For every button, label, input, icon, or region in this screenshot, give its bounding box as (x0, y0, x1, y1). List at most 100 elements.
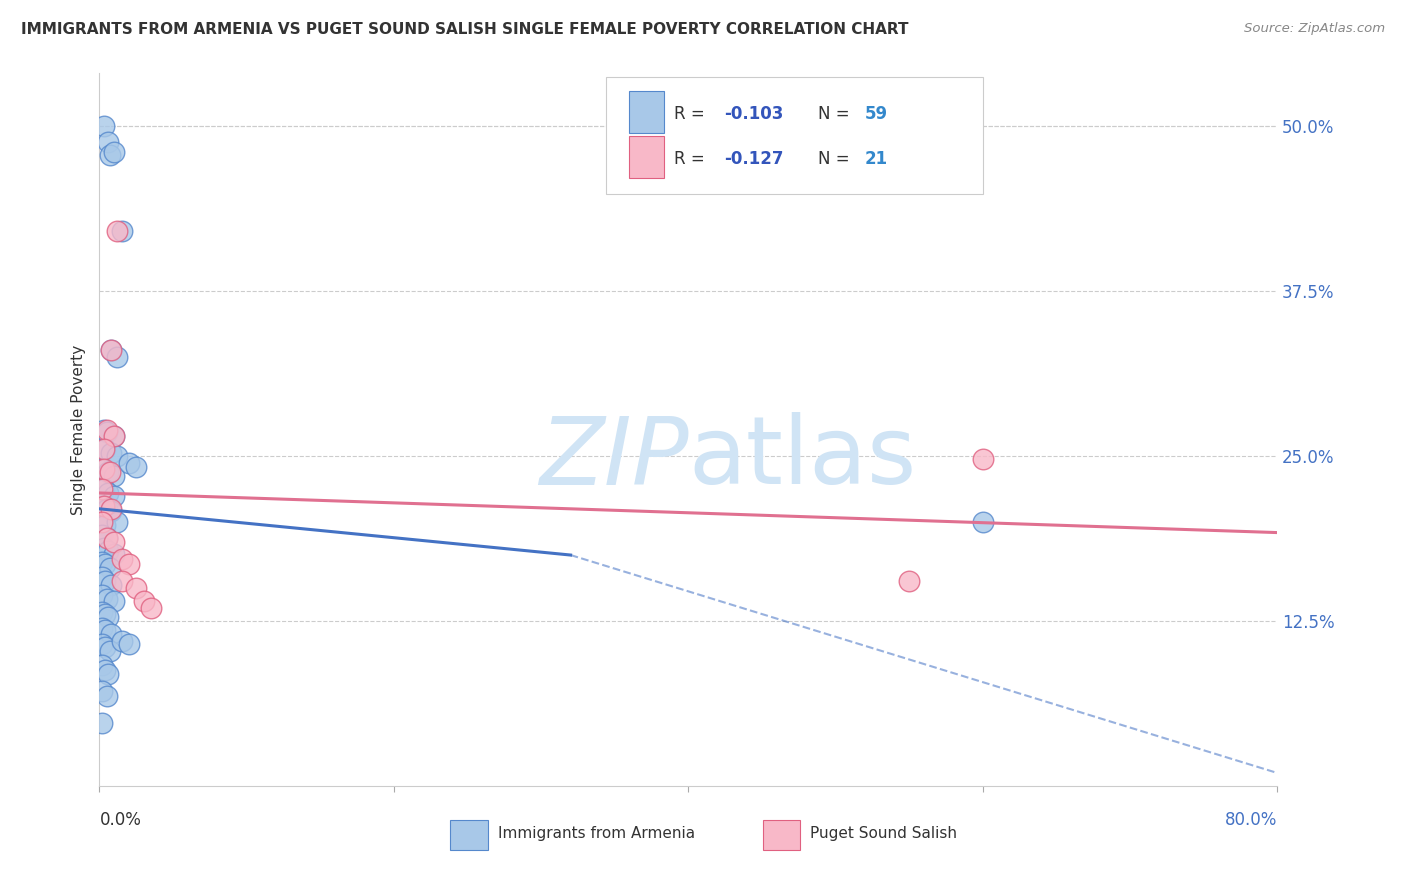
Point (94, 574, 117, 589)
Text: Puget Sound Salish: Puget Sound Salish (810, 827, 956, 841)
Point (96, 501, 118, 516)
Point (93, 541, 115, 556)
Point (98, 644, 121, 658)
Point (94, 624, 117, 638)
Point (100, 446, 122, 460)
FancyBboxPatch shape (606, 77, 983, 194)
Text: -0.103: -0.103 (724, 104, 783, 122)
Point (91, 515, 114, 529)
Point (94, 517, 117, 532)
Point (105, 449, 128, 463)
Point (96, 591, 118, 606)
Point (972, 515, 994, 529)
Point (103, 145, 125, 160)
Point (91, 636, 114, 650)
Point (100, 504, 122, 518)
Point (139, 600, 162, 615)
Point (93, 423, 115, 437)
Text: IMMIGRANTS FROM ARMENIA VS PUGET SOUND SALISH SINGLE FEMALE POVERTY CORRELATION : IMMIGRANTS FROM ARMENIA VS PUGET SOUND S… (21, 22, 908, 37)
Point (98, 561, 121, 575)
Point (93, 462, 115, 476)
Point (105, 515, 128, 529)
Point (103, 489, 125, 503)
Text: R =: R = (675, 150, 710, 168)
Point (97, 486, 120, 500)
Text: Source: ZipAtlas.com: Source: ZipAtlas.com (1244, 22, 1385, 36)
Point (94, 663, 117, 677)
Point (91, 462, 114, 476)
Point (91, 528, 114, 542)
Text: 0.0%: 0.0% (100, 812, 142, 830)
Point (96, 423, 118, 437)
Point (125, 581, 148, 595)
Point (97, 666, 120, 681)
FancyBboxPatch shape (630, 91, 664, 133)
Point (132, 594, 155, 608)
Point (118, 456, 141, 470)
Point (94, 607, 117, 622)
Point (91, 657, 114, 672)
Point (97, 135, 120, 149)
Point (103, 468, 125, 483)
Text: atlas: atlas (689, 412, 917, 504)
Text: 21: 21 (865, 150, 889, 168)
Point (103, 429, 125, 443)
Point (93, 499, 115, 513)
Point (110, 574, 132, 589)
Point (91, 605, 114, 619)
FancyBboxPatch shape (450, 820, 488, 850)
Point (97, 544, 120, 558)
FancyBboxPatch shape (630, 136, 664, 178)
Point (898, 574, 921, 589)
Point (98, 465, 121, 479)
Point (97, 610, 120, 624)
Point (972, 451, 994, 466)
Text: 80.0%: 80.0% (1225, 812, 1277, 830)
Point (103, 594, 125, 608)
Point (96, 690, 118, 704)
Point (93, 442, 115, 457)
Point (100, 343, 122, 358)
Point (100, 501, 122, 516)
Text: -0.127: -0.127 (724, 150, 783, 168)
Point (103, 547, 125, 561)
Point (96, 425, 118, 440)
Point (103, 429, 125, 443)
Point (94, 558, 117, 572)
Point (91, 482, 114, 496)
Point (91, 555, 114, 569)
Point (100, 578, 122, 592)
Point (94, 640, 117, 655)
Point (91, 588, 114, 602)
Point (98, 148, 121, 162)
Point (91, 499, 114, 513)
Text: N =: N = (818, 104, 855, 122)
Point (110, 224, 132, 238)
Point (91, 684, 114, 698)
Text: R =: R = (675, 104, 710, 122)
Point (118, 558, 141, 572)
Point (93, 119, 115, 133)
Point (94, 442, 117, 457)
Text: N =: N = (818, 150, 855, 168)
Point (91, 570, 114, 584)
Point (110, 633, 132, 648)
Point (100, 627, 122, 641)
Point (110, 552, 132, 566)
Point (100, 343, 122, 358)
Point (91, 515, 114, 529)
Point (96, 531, 118, 545)
Point (125, 459, 148, 474)
Point (97, 465, 120, 479)
Text: Immigrants from Armenia: Immigrants from Armenia (498, 827, 695, 841)
Point (118, 636, 141, 650)
Point (105, 224, 128, 238)
Text: 59: 59 (865, 104, 889, 122)
Point (105, 350, 128, 364)
Point (96, 531, 118, 545)
Point (91, 715, 114, 730)
Y-axis label: Single Female Poverty: Single Female Poverty (72, 344, 86, 515)
Point (103, 534, 125, 549)
Point (91, 621, 114, 635)
Text: ZIP: ZIP (538, 413, 689, 504)
